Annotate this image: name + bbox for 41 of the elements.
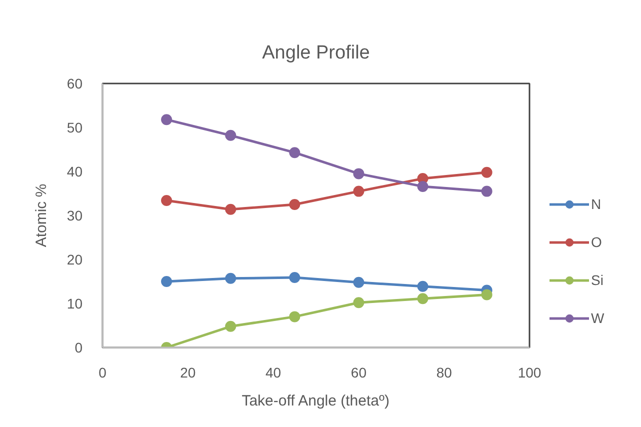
point	[289, 272, 300, 284]
y-tick-label: 0	[74, 340, 83, 356]
point	[161, 114, 172, 126]
x-tick-label: 60	[350, 364, 367, 380]
point	[481, 166, 492, 178]
point	[289, 147, 300, 158]
point	[289, 311, 300, 322]
y-tick-label: 10	[66, 296, 83, 312]
x-axis-title: Take-off Angle (thetaº)	[242, 392, 390, 410]
point	[225, 272, 236, 284]
point	[353, 186, 364, 197]
point	[481, 289, 492, 300]
legend-label: N	[591, 195, 602, 213]
point	[161, 195, 172, 206]
point	[481, 186, 492, 197]
legend-label: W	[591, 309, 606, 327]
point	[289, 199, 300, 210]
legend-label: O	[591, 233, 603, 251]
y-tick-label: 40	[66, 164, 83, 180]
point	[417, 180, 428, 192]
y-tick-label: 60	[66, 76, 83, 92]
point	[353, 276, 364, 288]
point	[225, 204, 236, 215]
x-tick-label: 80	[436, 364, 452, 380]
chart-title: Angle Profile	[262, 42, 370, 64]
y-axis-title: Atomic %	[32, 184, 50, 248]
point	[353, 168, 364, 180]
point	[225, 130, 236, 141]
x-tick-label: 20	[180, 364, 196, 380]
x-tick-label: 0	[98, 364, 107, 380]
point	[353, 297, 364, 308]
point	[225, 320, 236, 332]
y-tick-label: 20	[66, 252, 83, 268]
x-tick-label: 40	[266, 364, 282, 380]
legend-label: Si	[591, 271, 604, 289]
point	[417, 293, 428, 304]
point	[161, 276, 172, 287]
x-tick-label: 100	[518, 364, 542, 380]
point	[417, 280, 428, 292]
y-tick-label: 30	[66, 208, 83, 224]
y-tick-label: 50	[66, 120, 83, 136]
